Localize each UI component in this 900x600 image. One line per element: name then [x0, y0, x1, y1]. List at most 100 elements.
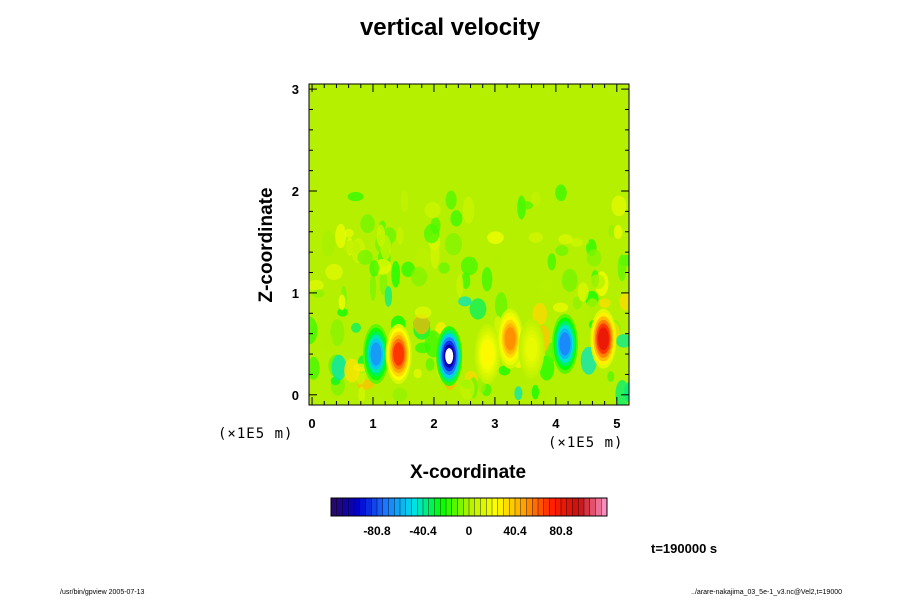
turbulence-cell — [572, 296, 582, 310]
turbulence-cell — [353, 363, 368, 372]
turbulence-cell — [619, 293, 629, 311]
colorbar-swatch — [549, 498, 556, 516]
turbulence-cell — [358, 386, 366, 403]
turbulence-cell — [450, 210, 463, 227]
turbulence-cell — [360, 214, 375, 234]
turbulence-cell — [462, 196, 475, 224]
turbulence-cell — [608, 225, 616, 238]
turbulence-cell — [460, 256, 478, 276]
colorbar-swatch — [584, 498, 591, 516]
colorbar-swatch — [405, 498, 412, 516]
turbulence-cell — [400, 190, 409, 213]
colorbar: -80.8 -40.4 0 40.4 80.8 — [330, 497, 608, 538]
turbulence-cell — [528, 232, 543, 243]
colorbar-swatch — [538, 498, 545, 516]
colorbar-tick-label: -80.8 — [363, 524, 391, 538]
y-tick-label: 0 — [292, 388, 299, 403]
colorbar-swatch — [359, 498, 366, 516]
footer-source: ../arare-nakajima_03_5e-1_v3.nc@Vel2,t=1… — [691, 589, 842, 596]
colorbar-swatch — [463, 498, 470, 516]
colorbar-tick-label: -40.4 — [409, 524, 437, 538]
colorbar-swatch — [503, 498, 510, 516]
colorbar-swatch — [520, 498, 527, 516]
turbulence-cell — [410, 266, 428, 287]
colorbar-swatch — [434, 498, 441, 516]
turbulence-cell — [589, 274, 605, 290]
x-tick-label: 5 — [613, 416, 620, 431]
heatmap-field — [309, 84, 629, 405]
turbulence-cell — [445, 190, 457, 210]
colorbar-swatch — [331, 498, 338, 516]
turbulence-cell — [555, 184, 567, 202]
velocity-core — [482, 342, 494, 366]
turbulence-cell — [384, 308, 395, 318]
turbulence-cell — [532, 302, 548, 326]
turbulence-cell — [347, 191, 364, 202]
turbulence-cell — [423, 223, 440, 244]
x-tick-label: 1 — [369, 416, 376, 431]
colorbar-swatch — [515, 498, 522, 516]
turbulence-cell — [414, 306, 432, 319]
turbulence-cell — [369, 273, 377, 301]
turbulence-cell — [335, 223, 347, 249]
colorbar-swatch — [365, 498, 372, 516]
colorbar-swatch — [469, 498, 476, 516]
x-tick-label: 0 — [308, 416, 315, 431]
turbulence-cell — [396, 226, 404, 245]
colorbar-swatch — [532, 498, 539, 516]
y-axis-unit: (×1E5 m) — [218, 426, 293, 442]
colorbar-swatch — [474, 498, 481, 516]
turbulence-cell — [322, 230, 335, 257]
turbulence-cell — [531, 384, 540, 400]
colorbar-swatch — [388, 498, 395, 516]
velocity-core — [559, 332, 571, 356]
y-tick-label: 2 — [292, 184, 299, 199]
colorbar-swatch — [492, 498, 499, 516]
colorbar-swatch — [336, 498, 343, 516]
turbulence-cell — [487, 231, 504, 244]
turbulence-cell — [469, 298, 487, 320]
turbulence-cell — [438, 262, 450, 274]
turbulence-cell — [425, 358, 435, 371]
axis-ticks: 0 1 2 3 4 5 0 1 2 3 — [292, 82, 629, 431]
colorbar-swatch — [423, 498, 430, 516]
turbulence-cell — [338, 294, 346, 311]
colorbar-swatch — [411, 498, 418, 516]
colorbar-swatch — [394, 498, 401, 516]
velocity-core — [525, 337, 537, 361]
velocity-core — [393, 342, 405, 366]
colorbar-swatch — [555, 498, 562, 516]
velocity-core-extreme — [445, 348, 454, 365]
turbulence-cell — [615, 379, 629, 405]
colorbar-swatch — [451, 498, 458, 516]
turbulence-cell — [351, 322, 362, 333]
turbulence-cell — [569, 238, 583, 247]
turbulence-cell — [616, 334, 629, 348]
colorbar-swatch — [595, 498, 602, 516]
turbulence-cell — [391, 260, 401, 288]
velocity-core — [597, 327, 609, 351]
turbulence-cell — [458, 296, 472, 307]
colorbar-swatch — [578, 498, 585, 516]
x-tick-label: 3 — [491, 416, 498, 431]
turbulence-cell — [392, 387, 408, 403]
turbulence-cell — [309, 316, 318, 345]
turbulence-cell — [514, 386, 523, 401]
colorbar-swatch — [371, 498, 378, 516]
turbulence-cell — [607, 371, 615, 383]
turbulence-cell — [426, 372, 436, 381]
colorbar-swatch — [348, 498, 355, 516]
turbulence-cell — [311, 289, 325, 298]
turbulence-cell — [552, 302, 569, 313]
chart-title: vertical velocity — [359, 14, 541, 41]
colorbar-swatch — [543, 498, 550, 516]
colorbar-tick-label: 0 — [466, 524, 473, 538]
turbulence-cell — [424, 202, 441, 219]
colorbar-tick-label: 40.4 — [503, 524, 527, 538]
turbulence-cell — [481, 266, 493, 292]
colorbar-swatch — [601, 498, 608, 516]
turbulence-cell — [493, 256, 501, 265]
time-label: t=190000 s — [651, 541, 718, 556]
footer-command: /usr/bin/gpview 2005-07-13 — [60, 589, 145, 596]
turbulence-cell — [599, 298, 611, 308]
